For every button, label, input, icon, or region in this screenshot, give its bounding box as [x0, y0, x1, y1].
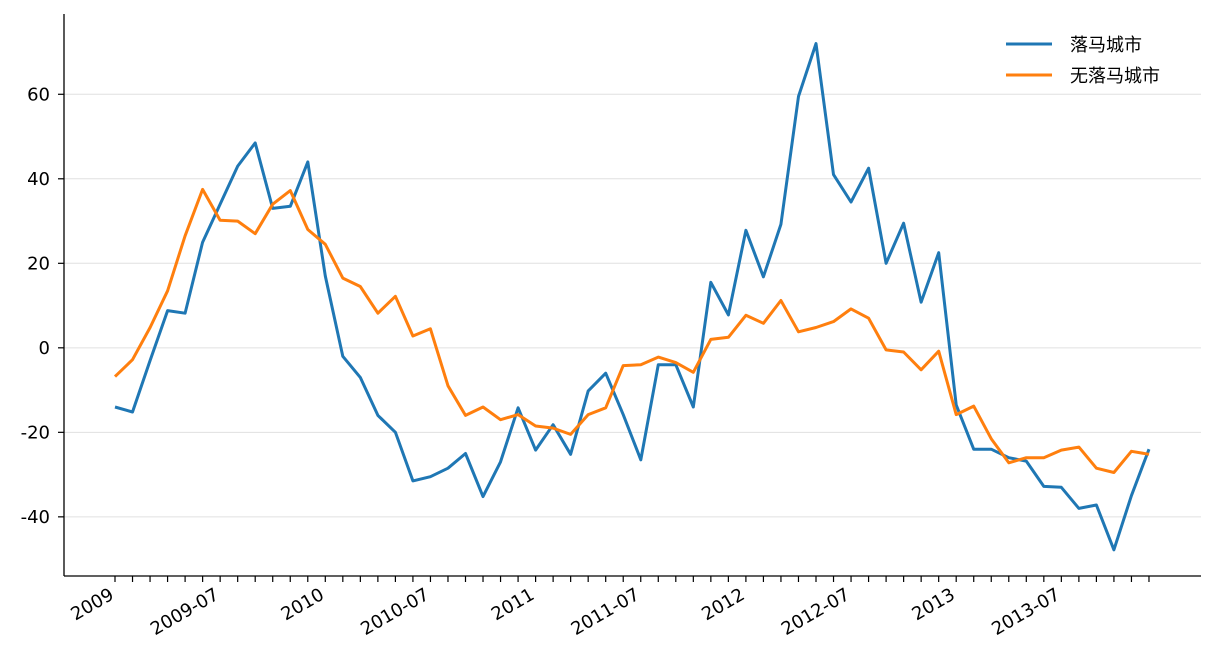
y-tick-label: -40 [21, 507, 50, 528]
series-line-1 [114, 42, 1151, 552]
legend: 落马城市 无落马城市 [1006, 35, 1160, 87]
gridlines [64, 93, 1201, 518]
y-tick-label: 0 [39, 338, 50, 359]
x-ticks: 2009 2009-07 2010 2010-07 2011 2011-07 2012 201… [67, 576, 1150, 640]
x-tick-label: 2011 [488, 584, 538, 625]
x-tick-label: 2009-07 [147, 584, 223, 640]
legend-label-series-2: 无落马城市 [1070, 66, 1160, 87]
y-tick-label: -20 [21, 422, 50, 443]
x-tick-label: 2013 [909, 584, 959, 625]
x-tick-label: 2009 [67, 584, 117, 625]
x-tick-label: 2012 [698, 584, 748, 625]
x-tick-label: 2013-07 [988, 584, 1064, 640]
series-lines [113, 42, 1151, 552]
y-ticks: -40 -20 0 20 40 60 [21, 84, 64, 528]
y-tick-label: 20 [27, 253, 50, 274]
legend-label-series-1: 落马城市 [1070, 35, 1142, 56]
axes [63, 14, 1201, 577]
series-line-2 [113, 187, 1150, 474]
x-tick-label: 2010 [278, 584, 328, 625]
x-tick-label: 2012-07 [778, 584, 854, 640]
y-tick-label: 60 [27, 84, 50, 105]
x-tick-label: 2011-07 [568, 584, 644, 640]
x-tick-label: 2010-07 [357, 584, 433, 640]
y-tick-label: 40 [27, 169, 50, 190]
